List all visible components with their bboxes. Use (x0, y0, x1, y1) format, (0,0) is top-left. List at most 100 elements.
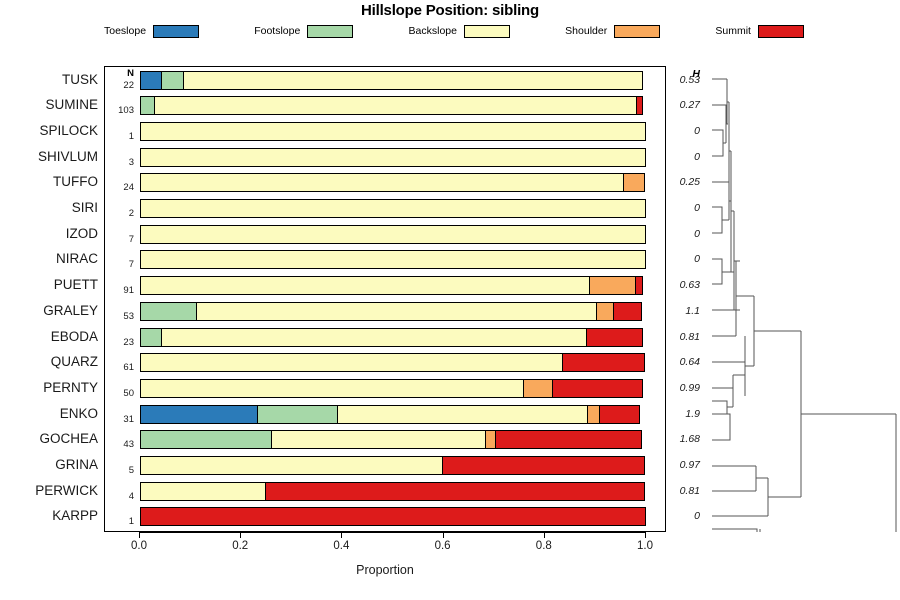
bar-segment-backslope (140, 121, 646, 141)
category-label-nirac: NIRAC (55, 251, 98, 267)
legend-swatch-footslope (307, 24, 354, 38)
category-label-puett: PUETT (53, 277, 98, 293)
category-label-tuffo: TUFFO (53, 174, 98, 190)
bar-row (140, 327, 646, 347)
category-label-tusk: TUSK (61, 71, 98, 87)
category-label-sumine: SUMINE (45, 97, 98, 113)
category-label-eboda: EBODA (50, 328, 98, 344)
bar-segment-summit (442, 456, 645, 475)
h-value-eboda: 0.81 (679, 330, 700, 343)
bar-segment-backslope (140, 481, 267, 501)
bar-segment-backslope (140, 199, 646, 218)
bar-segment-backslope (140, 276, 591, 296)
bar-row (140, 147, 646, 167)
x-axis-line (139, 532, 646, 533)
bar-segment-backslope (140, 353, 564, 373)
h-value-perwick: 0.81 (679, 484, 700, 497)
bar-segment-footslope (140, 327, 163, 347)
bar-segment-summit (265, 481, 645, 501)
x-tick-label: 0.4 (333, 540, 350, 552)
legend-swatch-summit (757, 24, 804, 38)
h-value-quarz: 0.64 (679, 356, 700, 369)
bar-row (140, 96, 646, 116)
bar-segment-backslope (153, 96, 637, 116)
bar-segment-backslope (182, 70, 644, 90)
x-tick (139, 532, 140, 538)
category-label-spilock: SPILOCK (39, 122, 98, 138)
bar-segment-backslope (140, 250, 646, 270)
bar-segment-toeslope (140, 404, 259, 424)
bar-segment-footslope (140, 430, 273, 450)
x-tick-label: 0.8 (535, 540, 552, 552)
x-tick-label: 0.2 (232, 540, 249, 552)
bar-segment-backslope (140, 147, 646, 167)
category-label-karpp: KARPP (52, 508, 98, 524)
legend-item-backslope: Backslope (408, 24, 510, 38)
bar-segment-footslope (140, 301, 198, 321)
category-label-grina: GRINA (55, 457, 98, 472)
bar-segment-toeslope (140, 70, 163, 90)
h-value-spilock: 0 (694, 124, 700, 137)
bar-row (140, 250, 646, 270)
page-title: Hillslope Position: sibling (361, 2, 539, 19)
h-value-grina: 0.97 (679, 459, 700, 471)
bar-segment-summit (552, 378, 644, 398)
bar-segment-summit (635, 96, 644, 116)
x-axis-title: Proportion (356, 563, 414, 577)
bar-row (140, 199, 646, 218)
bar-segment-backslope (195, 301, 598, 321)
bar-row (140, 430, 646, 450)
bar-segment-summit (561, 353, 645, 373)
legend-item-footslope: Footslope (254, 24, 354, 38)
category-label-pernty: PERNTY (43, 379, 98, 395)
bar-segment-shoulder (595, 301, 615, 321)
category-label-siri: SIRI (71, 200, 98, 215)
legend-item-shoulder: Shoulder (565, 24, 661, 38)
category-label-graley: GRALEY (43, 302, 98, 318)
legend-item-toeslope: Toeslope (104, 24, 200, 38)
x-axis: 0.0 0.2 0.4 0.6 0.8 1.0 (104, 532, 666, 562)
x-tick-label: 1.0 (637, 540, 653, 552)
category-label-perwick: PERWICK (35, 482, 98, 498)
bar-segment-shoulder (623, 173, 645, 193)
h-value-tusk: 0.53 (679, 73, 700, 86)
bar-row (140, 276, 646, 296)
bars-layer (105, 67, 665, 531)
category-label-enko: ENKO (59, 405, 98, 421)
legend: Toeslope Footslope Backslope Shoulder Su… (104, 22, 804, 40)
bar-segment-summit (613, 301, 642, 321)
h-value-izod: 0 (694, 227, 700, 240)
bar-segment-backslope (140, 224, 646, 244)
bar-row (140, 378, 646, 398)
bar-segment-backslope (337, 404, 589, 424)
dendrogram (700, 66, 900, 532)
stacked-bar-plot (104, 66, 666, 532)
legend-swatch-shoulder (614, 24, 661, 38)
x-tick-label: 0.0 (131, 540, 147, 552)
bar-segment-summit (586, 327, 644, 347)
bar-row (140, 70, 646, 90)
x-tick (240, 532, 242, 538)
h-value-siri: 0 (694, 202, 700, 214)
bar-row (140, 353, 646, 373)
legend-label-backslope: Backslope (408, 25, 457, 37)
x-tick-label: 0.6 (434, 540, 451, 552)
bar-segment-backslope (140, 378, 525, 398)
bar-row (140, 456, 646, 475)
x-tick (442, 532, 444, 538)
category-label-quarz: QUARZ (50, 354, 98, 370)
bar-segment-backslope (160, 327, 588, 347)
legend-label-summit: Summit (715, 25, 751, 37)
x-tick (341, 532, 343, 538)
h-value-pernty: 0.99 (679, 381, 700, 394)
bar-segment-shoulder (523, 378, 554, 398)
bar-row (140, 224, 646, 244)
x-tick (543, 532, 545, 538)
category-label-shivlum: SHIVLUM (37, 148, 98, 164)
bar-segment-summit (140, 507, 646, 527)
legend-label-footslope: Footslope (254, 25, 301, 37)
legend-swatch-toeslope (153, 24, 200, 38)
bar-segment-summit (495, 430, 642, 450)
category-label-gochea: GOCHEA (39, 431, 98, 447)
legend-swatch-backslope (463, 24, 510, 38)
